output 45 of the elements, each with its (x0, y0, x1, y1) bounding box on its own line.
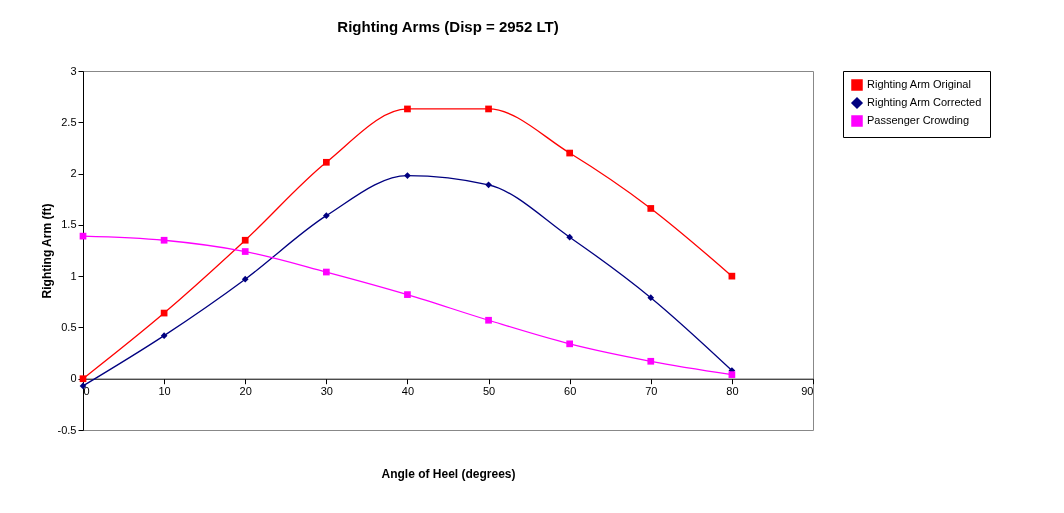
x-tick-label: 30 (320, 385, 333, 398)
point (241, 248, 249, 255)
point (485, 316, 492, 324)
point (322, 268, 330, 276)
point (566, 233, 574, 241)
y-tick-label: 1.5 (61, 218, 77, 231)
point (322, 158, 330, 166)
x-tick-label: 20 (239, 385, 252, 398)
y-tick-label: 3 (70, 64, 77, 77)
point (160, 236, 168, 244)
y-tick-label: -0.5 (57, 423, 77, 436)
y-tick-label: 1 (70, 269, 77, 282)
y-axis-title: Righting Arm (ft) (39, 203, 54, 299)
point (647, 357, 655, 365)
legend-label: Passenger Crowding (867, 114, 970, 126)
x-tick-label: 10 (158, 385, 171, 398)
point (322, 212, 330, 219)
x-tick-label: 40 (401, 385, 415, 398)
point (241, 275, 249, 283)
x-tick-label: 70 (645, 385, 658, 398)
x-axis-title: Angle of Heel (degrees) (381, 466, 516, 481)
point (647, 294, 655, 302)
y-tick-label: 2 (70, 167, 77, 180)
point (241, 236, 249, 244)
x-tick-label: 50 (482, 385, 496, 398)
point (566, 149, 574, 157)
point (404, 291, 411, 298)
point (485, 181, 492, 189)
point (404, 172, 411, 179)
x-tick-label: 90 (801, 385, 814, 398)
point (485, 105, 492, 113)
point (160, 332, 168, 339)
point (566, 340, 574, 348)
point (647, 205, 655, 212)
x-tick-label: 0 (83, 385, 90, 398)
chart-title: Righting Arms (Disp = 2952 LT) (337, 18, 559, 35)
legend-label: Righting Arm Corrected (867, 96, 982, 108)
y-tick-label: 0 (70, 372, 77, 385)
y-tick-label: 0.5 (61, 320, 77, 333)
x-tick-label: 80 (726, 385, 739, 398)
point (728, 371, 736, 378)
x-tick-label: 60 (564, 385, 577, 398)
point (404, 105, 411, 113)
legend-label: Righting Arm Original (867, 78, 971, 90)
y-tick-label: 2.5 (61, 115, 77, 128)
